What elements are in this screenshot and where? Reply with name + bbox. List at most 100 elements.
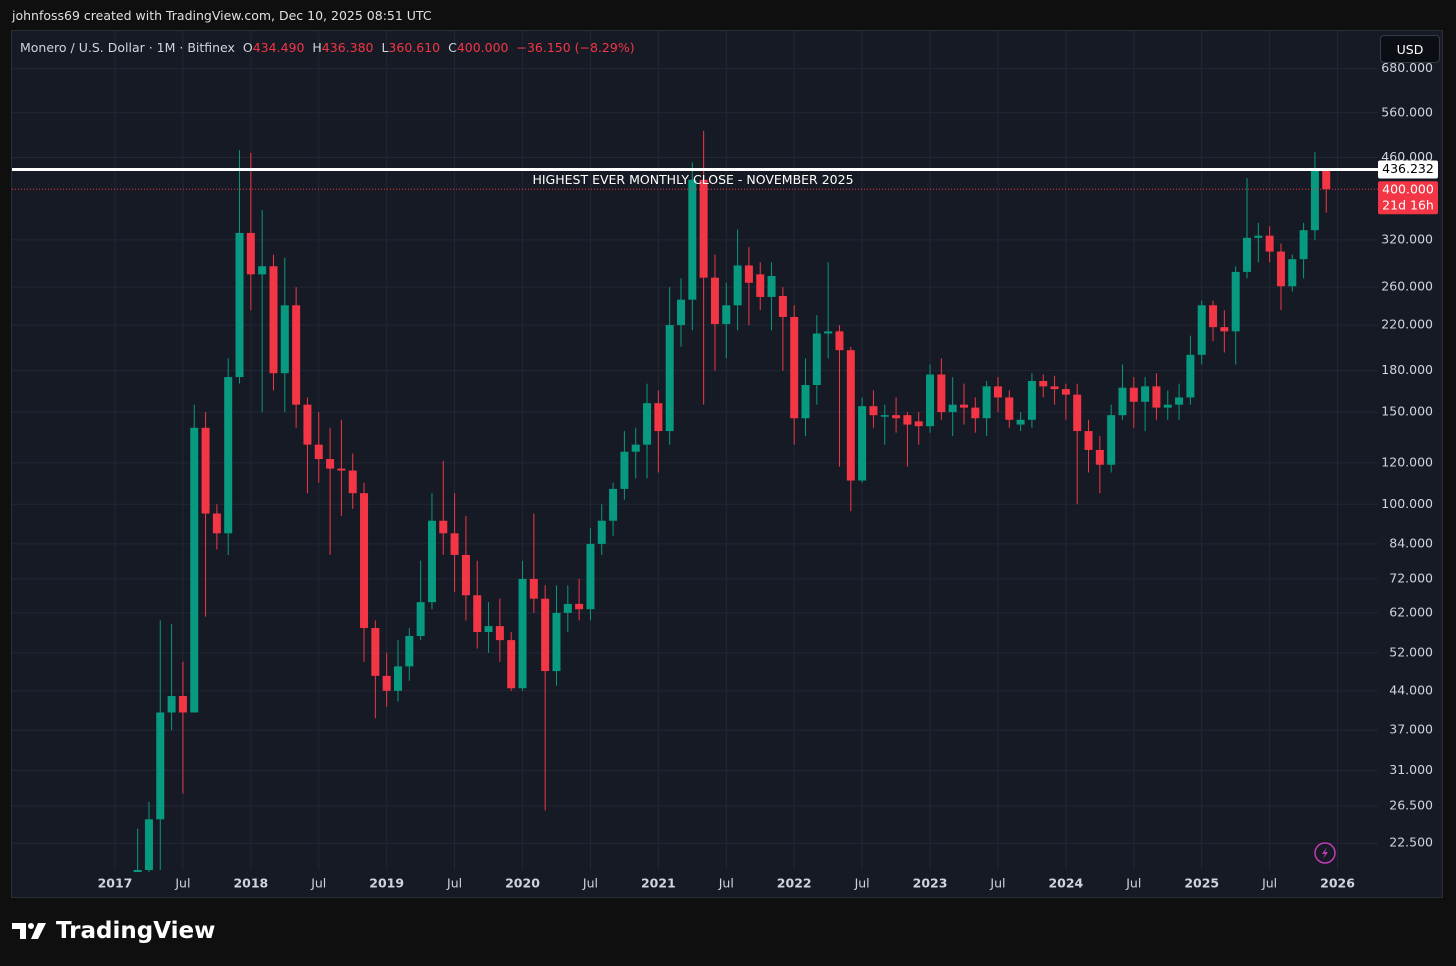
x-tick-label: Jul (582, 876, 598, 891)
y-tick-label: 52.000 (1389, 644, 1433, 659)
candle-body (541, 598, 550, 672)
candle-body (235, 232, 244, 378)
candle-body (846, 350, 855, 481)
candle-body (529, 578, 538, 599)
candle-body (246, 232, 255, 275)
candle-body (258, 266, 267, 275)
candle-body (948, 404, 957, 413)
level-price-box (1378, 160, 1438, 179)
countdown-label: 21d 16h (1382, 198, 1434, 213)
candle-body (382, 675, 391, 691)
candle-body (609, 488, 618, 521)
candle-body (269, 266, 278, 374)
y-tick-label: 680.000 (1381, 60, 1433, 75)
candle-body (597, 520, 606, 544)
lightning-icon[interactable] (1314, 842, 1336, 864)
attribution: johnfoss69 created with TradingView.com,… (12, 8, 432, 23)
candle-body (439, 520, 448, 534)
candle-body (1152, 386, 1161, 408)
x-tick-label: Jul (446, 876, 462, 891)
candle-body (473, 595, 482, 632)
candle-body (778, 296, 787, 317)
candle-body (993, 386, 1002, 398)
candle-body (1118, 387, 1127, 416)
candle-body (1141, 386, 1150, 402)
candle-body (507, 640, 516, 689)
candle-body (1163, 404, 1172, 408)
x-tick-label: 2025 (1184, 876, 1219, 891)
change: −36.150 (−8.29%) (516, 40, 635, 55)
candle-body (1288, 259, 1297, 287)
candle-body (144, 819, 153, 870)
x-tick-label: Jul (1125, 876, 1141, 891)
x-tick-label: Jul (718, 876, 734, 891)
candle-body (620, 451, 629, 489)
candle-body (937, 374, 946, 413)
symbol: Monero / U.S. Dollar · 1M · Bitfinex (20, 40, 235, 55)
candle-body (133, 870, 142, 872)
currency-button[interactable]: USD (1380, 35, 1440, 63)
candle-body (563, 603, 572, 613)
candle-body (1322, 170, 1331, 190)
brand-name: TradingView (56, 918, 216, 944)
candle-body (1220, 327, 1229, 332)
candle-body (586, 543, 595, 610)
candle-body (733, 265, 742, 306)
y-tick-label: 26.500 (1389, 798, 1433, 813)
candle-body (552, 612, 561, 672)
candle-body (1005, 397, 1014, 420)
y-tick-label: 31.000 (1389, 762, 1433, 777)
plot-area (12, 130, 1378, 872)
candle-body (688, 179, 697, 300)
candle-body (427, 520, 436, 603)
candle-body (1050, 386, 1059, 390)
y-tick-label: 180.000 (1381, 362, 1433, 377)
candle-body (1197, 305, 1206, 355)
candle-body (665, 325, 674, 432)
candle-body (575, 603, 584, 610)
candle-body (790, 316, 799, 419)
candle-body (292, 305, 301, 405)
candle-body (801, 385, 810, 419)
x-tick-label: 2017 (98, 876, 133, 891)
y-tick-label: 260.000 (1381, 279, 1433, 294)
candle-body (405, 636, 414, 667)
low-label: L (381, 40, 389, 55)
candle-body (1243, 237, 1251, 272)
candle-body (1061, 389, 1070, 395)
last-price-label: 400.000 (1382, 182, 1434, 197)
candle-body (858, 406, 867, 481)
candle-body (1084, 431, 1093, 450)
axes: 680.000 560.000 460.000 320.000 260.000 220.0… (98, 60, 1433, 890)
candle-body (201, 427, 210, 514)
y-tick-label: 62.000 (1389, 604, 1433, 619)
y-tick-label: 37.000 (1389, 722, 1433, 737)
candle-body (167, 696, 176, 713)
candle-body (722, 305, 731, 325)
y-tick-label: 84.000 (1389, 535, 1433, 550)
last-price-box (1378, 181, 1438, 215)
y-tick-label: 120.000 (1381, 454, 1433, 469)
open-label: O (242, 40, 253, 55)
x-tick-label: 2024 (1048, 876, 1083, 891)
candle-body (982, 386, 991, 419)
candle-body (835, 331, 844, 351)
candle-body (1095, 449, 1104, 465)
candle-body (190, 427, 199, 713)
candle-body (416, 602, 425, 637)
candle-body (1073, 394, 1082, 432)
candle-body (371, 628, 380, 676)
candle-body (224, 377, 233, 534)
candle-body (178, 696, 187, 713)
x-tick-label: 2021 (641, 876, 676, 891)
close-label: C (448, 40, 457, 55)
candle-body (1027, 381, 1036, 420)
x-tick-label: 2020 (505, 876, 540, 891)
candle-body (314, 444, 323, 460)
candle-body (926, 374, 935, 427)
candle-body (1265, 235, 1274, 252)
candle-body (518, 578, 527, 689)
y-tick-label: 320.000 (1381, 231, 1433, 246)
